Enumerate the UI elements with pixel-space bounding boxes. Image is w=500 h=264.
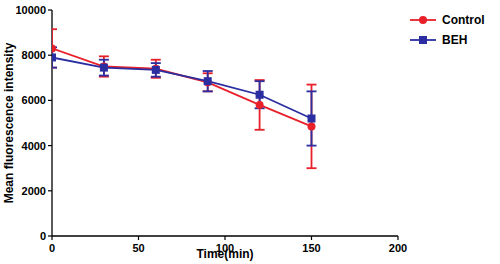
chart-svg: 0200040006000800010000050100150200Time(m…: [0, 0, 500, 264]
data-point: [256, 91, 264, 99]
y-axis-label: Mean fluorescence intensity: [2, 42, 16, 203]
x-tick-label: 50: [132, 242, 144, 254]
error-bar: [203, 71, 213, 91]
x-axis-label: Time(min): [196, 247, 253, 261]
error-cap: [99, 55, 109, 57]
error-cap: [151, 59, 161, 61]
error-bar: [99, 56, 109, 76]
x-tick-label: 150: [302, 242, 320, 254]
x-tick: [51, 236, 52, 240]
y-tick-label: 2000: [22, 185, 46, 197]
error-cap: [203, 70, 213, 72]
y-axis: [51, 10, 52, 236]
y-tick: [48, 145, 52, 146]
x-tick: [311, 236, 312, 240]
error-cap: [255, 80, 265, 82]
x-tick-label: 200: [389, 242, 407, 254]
legend-marker: [419, 36, 427, 44]
legend-label: BEH: [442, 33, 467, 47]
plot-area: [52, 29, 317, 168]
error-cap: [307, 84, 317, 86]
x-tick: [224, 236, 225, 240]
error-bar: [307, 85, 317, 169]
error-bar: [151, 60, 161, 78]
error-cap: [151, 62, 161, 64]
y-tick-label: 4000: [22, 140, 46, 152]
error-bar: [151, 63, 161, 77]
series-line: [52, 48, 312, 126]
y-tick: [48, 55, 52, 56]
legend-marker: [419, 16, 427, 24]
error-cap: [255, 129, 265, 131]
data-point: [308, 114, 316, 122]
series-line: [52, 57, 312, 118]
x-tick-label: 0: [49, 242, 55, 254]
error-cap: [203, 90, 213, 92]
y-tick-label: 0: [40, 230, 46, 242]
data-point: [100, 64, 108, 72]
legend-label: Control: [442, 13, 485, 27]
error-cap: [52, 67, 57, 69]
x-tick: [138, 236, 139, 240]
error-cap: [99, 59, 109, 61]
y-tick-label: 6000: [22, 94, 46, 106]
error-cap: [99, 76, 109, 78]
y-tick: [48, 9, 52, 10]
error-cap: [151, 77, 161, 79]
error-cap: [99, 75, 109, 77]
data-point: [152, 66, 160, 74]
data-point: [204, 77, 212, 85]
error-cap: [307, 167, 317, 169]
error-bar: [99, 60, 109, 76]
error-bar: [52, 29, 57, 67]
error-cap: [307, 145, 317, 147]
error-cap: [151, 76, 161, 78]
legend: Control BEH: [410, 13, 485, 47]
error-bar: [255, 81, 265, 108]
data-point: [52, 44, 56, 52]
error-cap: [203, 90, 213, 92]
x-tick: [397, 236, 398, 240]
chart-root: 0200040006000800010000050100150200Time(m…: [0, 0, 500, 264]
error-cap: [255, 79, 265, 81]
error-cap: [307, 90, 317, 92]
y-tick-label: 8000: [22, 49, 46, 61]
error-bar: [255, 80, 265, 130]
y-tick-label: 10000: [15, 4, 46, 16]
data-point: [308, 122, 316, 130]
error-bar: [307, 91, 317, 145]
data-point: [256, 101, 264, 109]
error-cap: [52, 28, 57, 30]
error-cap: [52, 67, 57, 69]
y-tick: [48, 190, 52, 191]
data-point: [52, 53, 56, 61]
y-tick: [48, 100, 52, 101]
